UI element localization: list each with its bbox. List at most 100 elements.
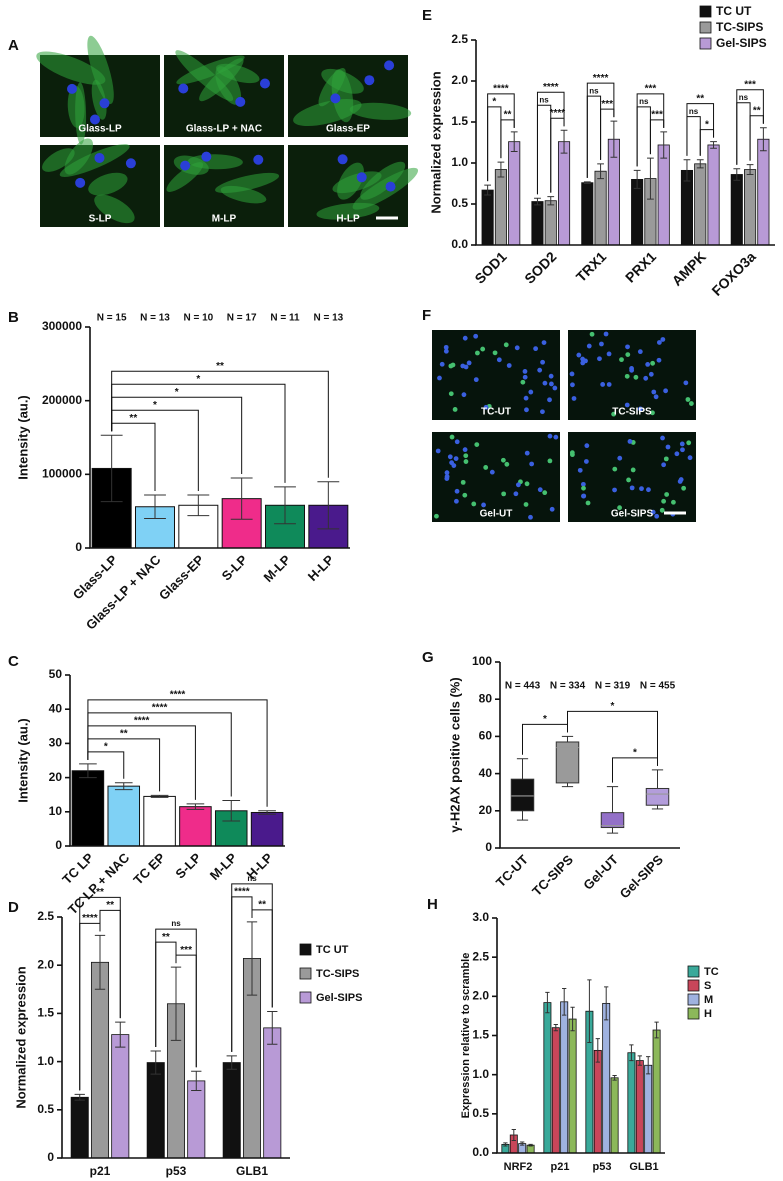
y-tick-label: 0 (75, 540, 82, 554)
significance-label: * (633, 748, 637, 759)
error-bar (604, 986, 609, 1021)
nucleus (481, 502, 486, 508)
sample-size: N = 455 (640, 681, 676, 692)
panel-letter: G (422, 649, 434, 666)
significance-label: ns (739, 93, 749, 102)
error-bar (79, 763, 97, 779)
error-bar (595, 1038, 600, 1063)
nucleus (447, 454, 453, 460)
error-bar (597, 163, 604, 180)
cell-body (318, 68, 346, 107)
x-tick-label: SOD1 (471, 248, 509, 286)
axes (475, 40, 775, 246)
error-bar (587, 979, 592, 1044)
significance-bracket (686, 116, 701, 156)
significance-bracket (536, 91, 565, 195)
nucleus (201, 151, 212, 162)
x-tick-label: Gel-UT (580, 852, 621, 893)
nucleus (577, 467, 583, 473)
significance-label: ** (753, 105, 761, 116)
nucleus (448, 391, 454, 397)
nucleus (523, 395, 529, 401)
error-bar (226, 1055, 237, 1070)
nucleus (471, 501, 477, 507)
significance-label: ** (129, 413, 137, 424)
y-tick-label: 2.5 (37, 909, 54, 923)
nucleus (665, 444, 671, 450)
bar (610, 1077, 619, 1154)
cell-body (352, 167, 419, 210)
bar (631, 178, 644, 246)
bar (111, 1034, 130, 1159)
significance-label: ** (216, 361, 224, 372)
nucleus (489, 469, 495, 475)
bar (222, 1062, 241, 1159)
nucleus (576, 352, 582, 358)
bar (694, 163, 707, 246)
significance-bracket (736, 89, 764, 165)
nucleus (651, 389, 657, 395)
significance-label: **** (550, 108, 566, 119)
significance-bracket (586, 95, 602, 178)
nucleus (581, 493, 587, 499)
nucleus (474, 442, 480, 447)
y-tick-label: 1.5 (37, 1006, 54, 1020)
x-tick-label: H-LP (305, 552, 337, 584)
bar (531, 201, 544, 246)
significance-bracket (79, 896, 121, 1091)
y-axis-label: Normalized expression (428, 71, 443, 213)
error-bar (191, 1070, 202, 1092)
x-tick-label: TC-UT (493, 852, 531, 890)
nucleus (597, 356, 602, 362)
x-tick-label: S-LP (219, 552, 251, 584)
bar (179, 806, 212, 847)
nucleus (687, 455, 693, 461)
nucleus (451, 463, 457, 468)
significance-bracket (111, 396, 243, 475)
box (600, 812, 625, 829)
nucleus (444, 470, 450, 476)
nucleus (330, 93, 341, 104)
bar (730, 174, 743, 246)
y-tick-label: 0.0 (451, 237, 468, 251)
x-tick-label: TC-SIPS (529, 852, 576, 899)
y-tick-label: 40 (479, 766, 493, 780)
y-tick-label: 2.0 (37, 957, 54, 971)
error-bar (114, 782, 133, 791)
nucleus (537, 367, 543, 373)
significance-label: ns (589, 86, 599, 95)
sample-size: N = 13 (140, 313, 170, 324)
error-bar (562, 988, 567, 1016)
sample-size: N = 15 (97, 313, 127, 324)
y-tick-label: 60 (479, 729, 493, 743)
nucleus (547, 458, 553, 464)
legend-swatch (699, 21, 712, 34)
nucleus (125, 158, 136, 169)
image-label: Gel-SIPS (611, 509, 654, 520)
nucleus (461, 392, 467, 398)
significance-label: ** (258, 899, 266, 910)
bar (593, 1049, 602, 1154)
error-bar (511, 1129, 516, 1141)
y-axis-label: γ-H2AX positive cells (%) (447, 677, 462, 832)
legend-label: TC-SIPS (716, 20, 763, 34)
significance-label: *** (645, 83, 657, 94)
y-tick-label: 100000 (42, 467, 82, 481)
nucleus (553, 434, 559, 440)
y-tick-label: 300000 (42, 319, 82, 333)
x-tick-label: S-LP (172, 850, 204, 882)
nucleus (585, 500, 591, 506)
error-bar (520, 1141, 525, 1146)
axes (61, 917, 290, 1159)
axes (499, 662, 680, 849)
nucleus (99, 98, 110, 109)
y-tick-label: 1.0 (472, 1067, 489, 1081)
nucleus (600, 382, 606, 387)
y-tick-label: 0 (55, 838, 62, 852)
significance-label: * (611, 701, 615, 712)
nucleus (650, 360, 656, 366)
error-bar (528, 1143, 533, 1147)
nucleus (522, 369, 528, 374)
nucleus (650, 410, 655, 416)
nucleus (627, 439, 633, 444)
